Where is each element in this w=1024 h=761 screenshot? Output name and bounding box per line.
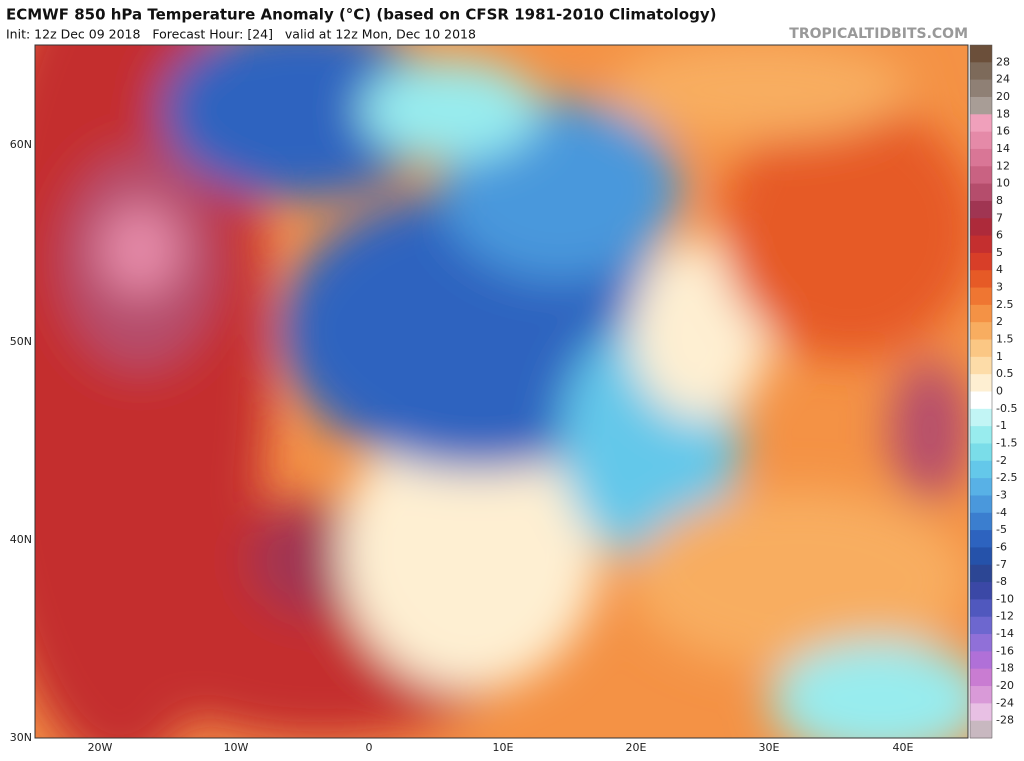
colorbar-label: -1 (996, 419, 1007, 432)
colorbar-label: 14 (996, 142, 1010, 155)
colorbar-label: -8 (996, 575, 1007, 588)
colorbar-label: 0 (996, 385, 1003, 398)
colorbar-label: -3 (996, 488, 1007, 501)
colorbar-label: -20 (996, 679, 1014, 692)
map (35, 45, 968, 738)
colorbar-box (970, 512, 992, 531)
lon-label: 0 (366, 741, 373, 754)
colorbar-box (970, 235, 992, 254)
colorbar-box (970, 616, 992, 635)
colorbar-label: -24 (996, 696, 1014, 709)
colorbar-box (970, 460, 992, 479)
colorbar-label: 18 (996, 107, 1010, 120)
colorbar-label: -0.5 (996, 402, 1017, 415)
colorbar-label: -14 (996, 627, 1014, 640)
colorbar-box (970, 218, 992, 237)
colorbar-box (970, 582, 992, 600)
colorbar-box (970, 252, 992, 271)
colorbar-box (970, 356, 992, 375)
colorbar-box (970, 322, 992, 341)
colorbar-box (970, 45, 992, 63)
lon-label: 40E (893, 741, 914, 754)
colorbar-box (970, 495, 992, 514)
colorbar-box (970, 166, 992, 185)
colorbar-box (970, 200, 992, 219)
colorbar-box (970, 599, 992, 618)
colorbar-box (970, 426, 992, 444)
colorbar-box (970, 408, 992, 427)
colorbar-label: 2.5 (996, 298, 1014, 311)
colorbar-box (970, 339, 992, 358)
colorbar-label: 8 (996, 194, 1003, 207)
colorbar-label: 20 (996, 90, 1010, 103)
colorbar-label: 10 (996, 177, 1010, 190)
colorbar-box (970, 530, 992, 548)
colorbar-label: 7 (996, 211, 1003, 224)
colorbar-box (970, 62, 992, 81)
lat-label: 50N (10, 335, 32, 348)
colorbar-label: -6 (996, 540, 1007, 553)
colorbar-box (970, 478, 992, 496)
lon-label: 20E (626, 741, 647, 754)
site: TROPICALTIDBITS.COM (789, 26, 968, 42)
colorbar-label: -16 (996, 644, 1014, 657)
lon-label: 30E (759, 741, 780, 754)
lon-label: 20W (88, 741, 113, 754)
colorbar-box (970, 304, 992, 323)
anomaly-field (35, 45, 968, 738)
colorbar-label: -2 (996, 454, 1007, 467)
colorbar-label: 5 (996, 246, 1003, 259)
colorbar-box (970, 114, 992, 133)
colorbar-box (970, 651, 992, 670)
colorbar-label: -10 (996, 592, 1014, 605)
colorbar-box (970, 131, 992, 150)
colorbar-box (970, 443, 992, 462)
colorbar-label: 6 (996, 229, 1003, 242)
colorbar-label: 16 (996, 125, 1010, 138)
colorbar-label: 1 (996, 350, 1003, 363)
colorbar-label: -4 (996, 506, 1007, 519)
colorbar-box (970, 391, 992, 410)
colorbar-box (970, 686, 992, 704)
colorbar-box (970, 183, 992, 202)
colorbar-box (970, 668, 992, 687)
colorbar-label: 24 (996, 73, 1010, 86)
colorbar-label: 3 (996, 281, 1003, 294)
info: Init: 12z Dec 09 2018 Forecast Hour: [24… (6, 27, 476, 42)
colorbar-box (970, 148, 992, 167)
colorbar-label: -28 (996, 714, 1014, 727)
colorbar-box (970, 96, 992, 115)
map-frame (34, 44, 969, 739)
colorbar-label: 2 (996, 315, 1003, 328)
colorbar-label: -12 (996, 610, 1014, 623)
colorbar-label: 12 (996, 159, 1010, 172)
colorbar-label: 1.5 (996, 333, 1014, 346)
colorbar-box (970, 79, 992, 98)
colorbar-box (970, 720, 992, 739)
colorbar-box (970, 287, 992, 306)
colorbar-label: -1.5 (996, 436, 1017, 449)
colorbar-label: 0.5 (996, 367, 1014, 380)
colorbar-label: -7 (996, 558, 1007, 571)
lat-label: 30N (10, 731, 32, 744)
colorbar-label: -2.5 (996, 471, 1017, 484)
lon-label: 10W (224, 741, 249, 754)
colorbar-label: 28 (996, 55, 1010, 68)
lat-label: 60N (10, 138, 32, 151)
colorbar-label: -5 (996, 523, 1007, 536)
colorbar-label: 4 (996, 263, 1003, 276)
colorbar-box (970, 634, 992, 652)
colorbar-frame (969, 44, 993, 739)
colorbar-box (970, 374, 992, 392)
lat-label: 40N (10, 533, 32, 546)
colorbar-box (970, 564, 992, 583)
title: ECMWF 850 hPa Temperature Anomaly (°C) (… (6, 6, 716, 24)
colorbar-box (970, 703, 992, 722)
lon-label: 10E (493, 741, 514, 754)
colorbar-box (970, 270, 992, 289)
colorbar-label: -18 (996, 662, 1014, 675)
colorbar-box (970, 547, 992, 566)
